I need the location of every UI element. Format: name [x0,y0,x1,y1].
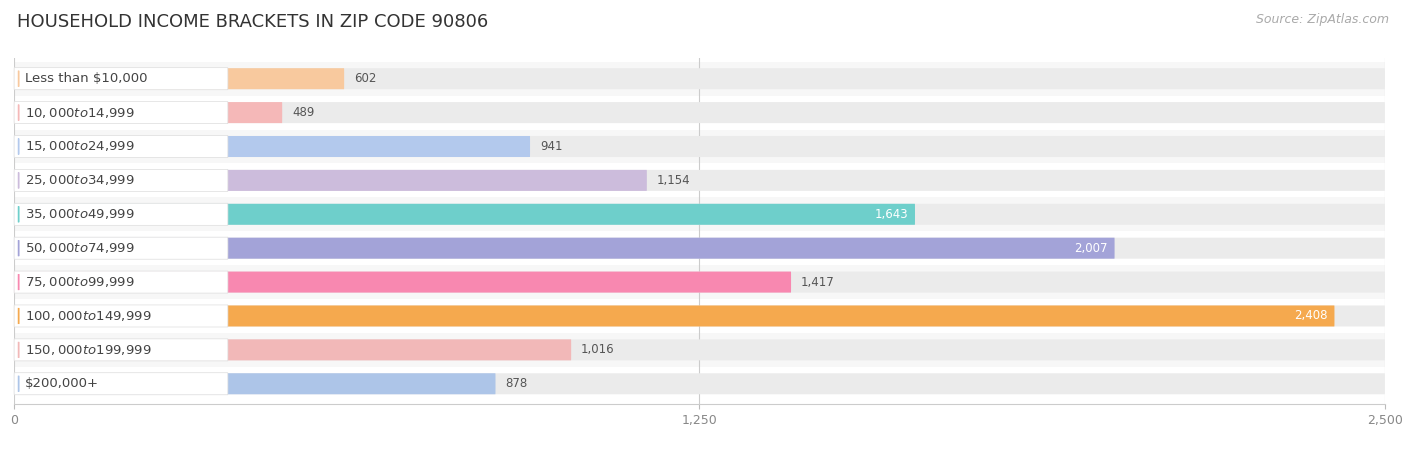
Text: $100,000 to $149,999: $100,000 to $149,999 [25,309,152,323]
FancyBboxPatch shape [14,305,228,327]
FancyBboxPatch shape [14,373,1385,394]
Text: $25,000 to $34,999: $25,000 to $34,999 [25,173,135,187]
Text: 489: 489 [292,106,315,119]
Text: $15,000 to $24,999: $15,000 to $24,999 [25,140,135,154]
FancyBboxPatch shape [14,170,1385,191]
FancyBboxPatch shape [14,238,1115,259]
FancyBboxPatch shape [14,68,344,89]
FancyBboxPatch shape [14,272,1385,293]
FancyBboxPatch shape [14,136,1385,157]
FancyBboxPatch shape [14,136,530,157]
Text: 1,643: 1,643 [875,208,908,221]
Text: HOUSEHOLD INCOME BRACKETS IN ZIP CODE 90806: HOUSEHOLD INCOME BRACKETS IN ZIP CODE 90… [17,13,488,31]
FancyBboxPatch shape [14,339,571,361]
Text: $10,000 to $14,999: $10,000 to $14,999 [25,106,135,119]
Text: 941: 941 [540,140,562,153]
Bar [14,367,1385,401]
Text: 1,417: 1,417 [801,276,835,289]
Text: 1,154: 1,154 [657,174,690,187]
FancyBboxPatch shape [14,305,1334,326]
Bar [14,96,1385,130]
Bar [14,163,1385,198]
FancyBboxPatch shape [14,203,228,225]
FancyBboxPatch shape [14,238,1385,259]
Bar [14,265,1385,299]
FancyBboxPatch shape [14,169,228,191]
Text: 1,016: 1,016 [581,343,614,357]
FancyBboxPatch shape [14,373,495,394]
Text: Source: ZipAtlas.com: Source: ZipAtlas.com [1256,13,1389,26]
Text: 2,408: 2,408 [1295,309,1327,322]
FancyBboxPatch shape [14,305,1385,326]
FancyBboxPatch shape [14,136,228,158]
FancyBboxPatch shape [14,68,228,90]
FancyBboxPatch shape [14,204,915,225]
FancyBboxPatch shape [14,170,647,191]
Text: 2,007: 2,007 [1074,242,1108,255]
FancyBboxPatch shape [14,237,228,259]
FancyBboxPatch shape [14,204,1385,225]
FancyBboxPatch shape [14,68,1385,89]
Text: $75,000 to $99,999: $75,000 to $99,999 [25,275,135,289]
Bar [14,333,1385,367]
Text: $35,000 to $49,999: $35,000 to $49,999 [25,207,135,221]
Bar [14,62,1385,96]
Text: $150,000 to $199,999: $150,000 to $199,999 [25,343,152,357]
FancyBboxPatch shape [14,101,228,123]
Bar [14,130,1385,163]
Bar [14,198,1385,231]
Bar [14,299,1385,333]
Text: $50,000 to $74,999: $50,000 to $74,999 [25,241,135,255]
Text: 602: 602 [354,72,377,85]
FancyBboxPatch shape [14,102,283,123]
FancyBboxPatch shape [14,339,1385,361]
FancyBboxPatch shape [14,373,228,395]
FancyBboxPatch shape [14,271,228,293]
Bar [14,231,1385,265]
FancyBboxPatch shape [14,339,228,361]
Text: 878: 878 [505,377,527,390]
Text: Less than $10,000: Less than $10,000 [25,72,148,85]
FancyBboxPatch shape [14,102,1385,123]
FancyBboxPatch shape [14,272,792,293]
Text: $200,000+: $200,000+ [25,377,100,390]
